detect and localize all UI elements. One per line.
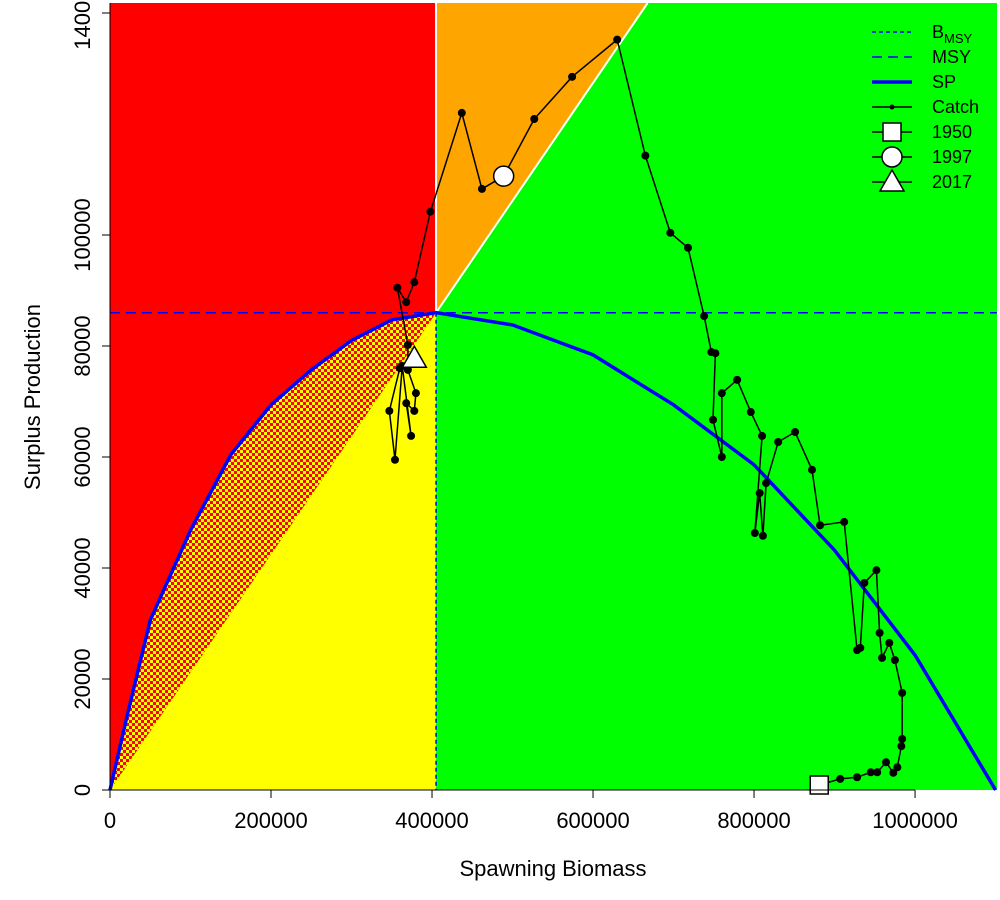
y-axis-label: Surplus Production (20, 304, 45, 490)
catch-point (840, 517, 849, 526)
catch-point (897, 742, 906, 751)
y-tick-label: 0 (70, 784, 95, 796)
catch-point (407, 431, 416, 440)
catch-point (878, 653, 887, 662)
y-tick-label: 140000 (70, 0, 95, 50)
x-tick-label: 800000 (717, 808, 790, 833)
sp-curve (108, 310, 998, 791)
legend-swatch (889, 104, 895, 110)
catch-point (410, 406, 419, 415)
catch-point (457, 108, 466, 117)
catch-point (568, 72, 577, 81)
zone-hatched (110, 312, 437, 790)
catch-point (758, 431, 767, 440)
catch-point (889, 768, 898, 777)
x-tick-label: 0 (104, 808, 116, 833)
legend-label: BMSY (932, 22, 973, 46)
marker-circle (881, 146, 903, 168)
x-tick-label: 1000000 (872, 808, 958, 833)
catch-point (402, 298, 411, 307)
catch-point (808, 465, 817, 474)
zones (110, 3, 997, 790)
catch-point (853, 646, 862, 655)
catch-point (717, 389, 726, 398)
catch-point (762, 479, 771, 488)
x-tick-label: 600000 (556, 808, 629, 833)
catch-point (755, 489, 764, 498)
catch-point (426, 207, 435, 216)
legend-label: Catch (932, 97, 979, 117)
y-tick-label: 80000 (70, 315, 95, 376)
y-tick-label: 40000 (70, 537, 95, 598)
x-tick-label: 200000 (234, 808, 307, 833)
x-axis-label: Spawning Biomass (459, 856, 646, 881)
catch-point (885, 638, 894, 647)
catch-point (613, 35, 622, 44)
marker-triangle (401, 344, 428, 368)
catch-point (477, 184, 486, 193)
legend-label: 1950 (932, 122, 972, 142)
catch-point (758, 531, 767, 540)
legend-label: B (932, 22, 944, 42)
catch-point (866, 768, 875, 777)
catch-point (717, 452, 726, 461)
marker-circle (492, 165, 515, 187)
legend-label: MSY (944, 31, 973, 46)
x-tick-label: 400000 (395, 808, 468, 833)
marker-square (882, 122, 902, 142)
legend-label: 1997 (932, 147, 972, 167)
catch-point (898, 688, 907, 697)
catch-point (750, 529, 759, 538)
catch-point (836, 774, 845, 783)
catch-point (872, 566, 881, 575)
marker-triangle (878, 168, 906, 192)
legend-label: MSY (932, 47, 971, 67)
catch-point (733, 375, 742, 384)
marker-square (809, 775, 829, 795)
catch-point (860, 578, 869, 587)
catch-point (708, 415, 717, 424)
plot: 0 200000 400000 600000 800000 1000000 0 20000 40… (70, 0, 998, 833)
y-tick-label: 60000 (70, 426, 95, 487)
catch-point (898, 734, 907, 743)
catch-point (403, 340, 412, 349)
catch-point (390, 455, 399, 464)
catch-point (385, 406, 394, 415)
catch-point (893, 763, 902, 772)
catch-point (707, 348, 716, 357)
catch-point (402, 399, 411, 408)
y-tick-label: 20000 (70, 648, 95, 709)
catch-point (875, 628, 884, 637)
catch-point (641, 151, 650, 160)
catch-point (395, 364, 404, 373)
catch-point (393, 283, 402, 292)
catch-point (853, 773, 862, 782)
legend-label: 2017 (932, 172, 972, 192)
catch-point (666, 228, 675, 237)
legend-label: SP (932, 72, 956, 92)
catch-point (882, 758, 891, 767)
catch-point (700, 312, 709, 321)
catch-point (791, 428, 800, 437)
catch-point (684, 243, 693, 252)
catch-point (530, 114, 539, 123)
catch-point (410, 278, 419, 287)
catch-point (873, 768, 882, 777)
zone-border (435, 3, 649, 314)
catch-point (890, 656, 899, 665)
catch-point (411, 389, 420, 398)
catch-point (774, 438, 783, 447)
catch-point (746, 408, 755, 417)
y-tick-label: 100000 (70, 198, 95, 271)
catch-point (816, 521, 825, 530)
